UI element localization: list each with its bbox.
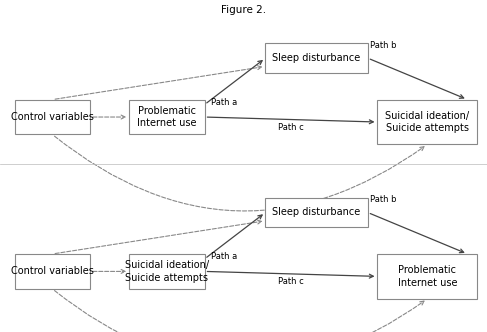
FancyBboxPatch shape: [129, 254, 205, 289]
FancyBboxPatch shape: [377, 254, 477, 299]
FancyBboxPatch shape: [265, 198, 368, 227]
FancyBboxPatch shape: [129, 100, 205, 134]
Text: Path c: Path c: [278, 123, 304, 132]
Text: Sleep disturbance: Sleep disturbance: [272, 208, 361, 217]
Text: Figure 2.: Figure 2.: [221, 5, 266, 15]
Text: Suicidal ideation/
Suicide attempts: Suicidal ideation/ Suicide attempts: [125, 260, 209, 283]
Text: Problematic
Internet use: Problematic Internet use: [137, 106, 197, 128]
Text: Problematic
Internet use: Problematic Internet use: [397, 265, 457, 288]
Text: Path a: Path a: [211, 98, 237, 107]
FancyBboxPatch shape: [15, 254, 90, 289]
FancyBboxPatch shape: [265, 43, 368, 73]
Text: Path c: Path c: [278, 277, 304, 287]
Text: Path b: Path b: [370, 195, 396, 204]
Text: Sleep disturbance: Sleep disturbance: [272, 53, 361, 63]
Text: Control variables: Control variables: [11, 112, 94, 122]
Text: Path b: Path b: [370, 41, 396, 50]
Text: Control variables: Control variables: [11, 266, 94, 277]
FancyBboxPatch shape: [377, 100, 477, 144]
Text: Suicidal ideation/
Suicide attempts: Suicidal ideation/ Suicide attempts: [385, 111, 469, 133]
FancyBboxPatch shape: [15, 100, 90, 134]
Text: Path a: Path a: [211, 252, 237, 261]
